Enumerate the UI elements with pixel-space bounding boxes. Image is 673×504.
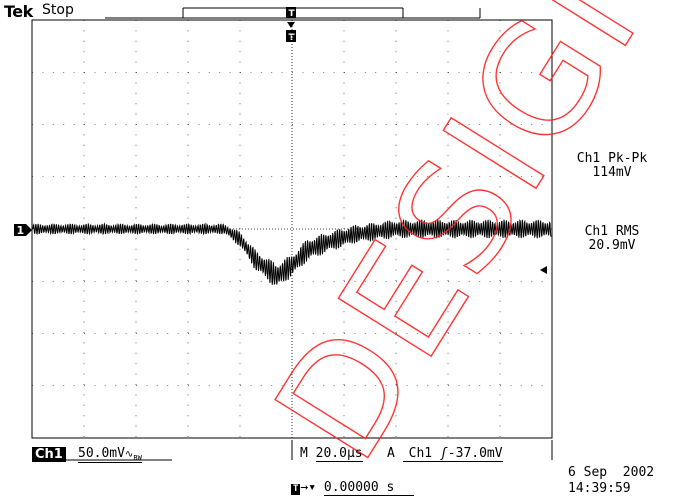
ch1-indicator[interactable]: Ch1 (32, 447, 66, 462)
timestamp-time: 14:39:59 (568, 481, 631, 496)
measurement-value: 114mV (592, 165, 632, 180)
acquisition-status: Stop (42, 2, 74, 18)
trigger-readout[interactable]: A Ch1 ʃ-37.0mV (387, 446, 503, 462)
trigger-position-icon: T (291, 484, 301, 495)
rising-edge-icon: ʃ (439, 446, 448, 461)
trigger-position-marker[interactable]: T T (286, 7, 296, 43)
graticule-grid (32, 20, 552, 438)
measurement-name: Ch1 Pk-Pk (576, 151, 648, 166)
ch1-scale-readout[interactable]: 50.0mV∿BW (78, 446, 142, 463)
measurement-value: 20.9mV (588, 238, 636, 253)
trigger-level-marker[interactable] (540, 266, 547, 274)
timebase-scale: 20.0μs (315, 446, 363, 462)
measurement-pk-pk[interactable]: Ch1 Pk-Pk 114mV (562, 152, 662, 180)
main-timebase-prefix: M (300, 446, 308, 461)
ch1-waveform (32, 218, 552, 285)
trigger-source: Ch1 (408, 446, 433, 461)
trigger-level: -37.0mV (447, 446, 503, 461)
trigger-position-value: 0.00000 s (323, 480, 415, 496)
ch1-ground-marker[interactable]: 1 (14, 224, 32, 237)
brand-label: Tek (4, 2, 33, 21)
ac-bandwidth-icon: ∿BW (124, 449, 142, 462)
measurement-rms[interactable]: Ch1 RMS 20.9mV (562, 225, 662, 253)
timestamp-date: 6 Sep 2002 (568, 465, 655, 480)
trigger-position-readout[interactable]: T →▾ 0.00000 s (291, 480, 415, 496)
svg-text:T: T (289, 9, 296, 19)
ch1-scale-value: 50.0mV (78, 446, 125, 461)
trigger-mode: A (387, 446, 395, 461)
ground-marker-number: 1 (17, 224, 25, 237)
timebase-readout[interactable]: M 20.0μs (300, 446, 363, 462)
measurement-name: Ch1 RMS (584, 224, 640, 239)
